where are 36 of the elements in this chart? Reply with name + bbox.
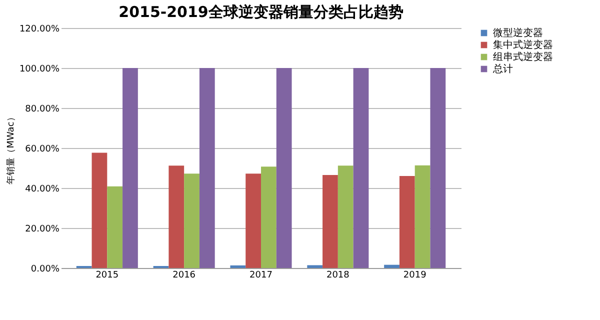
y-tick-label: 20.00% bbox=[25, 224, 60, 234]
legend-label: 集中式逆变器 bbox=[493, 39, 553, 51]
bar bbox=[184, 174, 200, 268]
bar bbox=[92, 152, 108, 268]
x-tick-label: 2018 bbox=[326, 270, 350, 280]
bar bbox=[261, 166, 276, 268]
chart-title: 2015-2019全球逆变器销量分类占比趋势 bbox=[118, 3, 404, 21]
bar bbox=[107, 186, 123, 268]
legend-label: 总计 bbox=[492, 63, 513, 75]
y-tick-label: 60.00% bbox=[25, 144, 60, 154]
x-tick-label: 2015 bbox=[96, 270, 119, 280]
bar bbox=[230, 265, 246, 268]
bar bbox=[276, 68, 292, 268]
y-tick-label: 40.00% bbox=[25, 184, 60, 194]
y-tick-label: 120.00% bbox=[19, 24, 60, 34]
bar bbox=[199, 68, 215, 268]
bar bbox=[384, 264, 400, 268]
bar bbox=[307, 265, 323, 268]
legend-label: 组串式逆变器 bbox=[493, 51, 553, 63]
bar bbox=[338, 166, 354, 268]
y-tick-label: 100.00% bbox=[19, 64, 60, 74]
bar bbox=[430, 68, 446, 268]
bar bbox=[168, 166, 184, 268]
y-axis-title: 年销量（MWac） bbox=[5, 112, 16, 184]
bar bbox=[122, 68, 138, 268]
bar bbox=[246, 174, 261, 268]
bar bbox=[353, 68, 369, 268]
x-tick-label: 2017 bbox=[250, 270, 272, 280]
bar bbox=[414, 165, 430, 268]
x-tick-label: 2016 bbox=[172, 270, 196, 280]
bar bbox=[399, 176, 415, 268]
y-tick-label: 80.00% bbox=[25, 104, 60, 114]
x-tick-label: 2019 bbox=[403, 270, 427, 280]
legend-label: 微型逆变器 bbox=[493, 27, 543, 39]
y-tick-label: 0.00% bbox=[30, 264, 60, 274]
bar bbox=[322, 175, 338, 268]
